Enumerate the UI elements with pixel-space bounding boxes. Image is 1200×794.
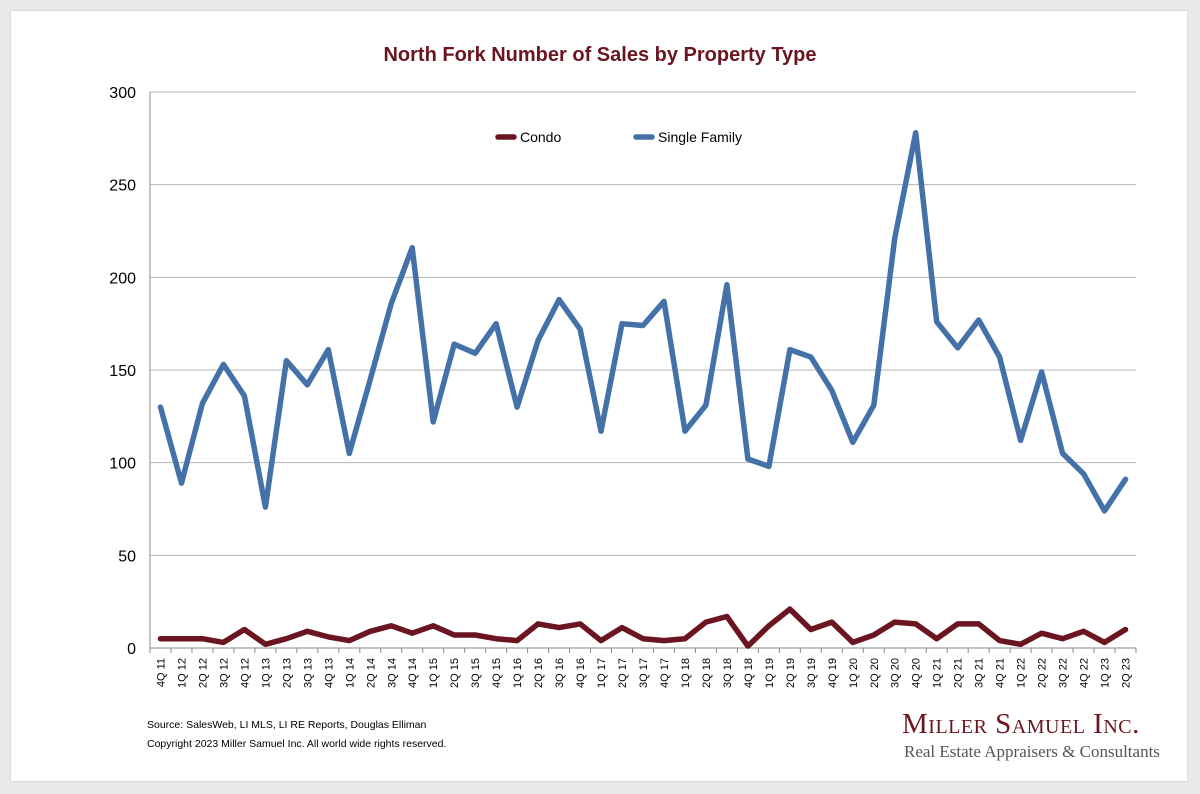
x-tick-label: 2Q 17 [617, 658, 629, 688]
legend-label: Condo [520, 129, 561, 145]
x-tick-label: 4Q 19 [827, 658, 839, 688]
x-tick-label: 3Q 12 [218, 658, 230, 688]
company-logo-tagline: Real Estate Appraisers & Consultants [904, 742, 1160, 761]
x-tick-label: 4Q 12 [239, 658, 251, 688]
x-tick-label: 3Q 16 [554, 658, 566, 688]
series-line-single-family [157, 130, 1129, 514]
series-line-condo [157, 606, 1129, 649]
x-tick-label: 4Q 17 [659, 658, 671, 688]
x-tick-label: 2Q 14 [365, 658, 377, 688]
x-tick-label: 1Q 12 [176, 658, 188, 688]
y-tick-label: 150 [109, 363, 136, 380]
x-tick-label: 3Q 15 [470, 658, 482, 688]
x-tick-label: 2Q 13 [281, 658, 293, 688]
x-tick-label: 1Q 14 [344, 658, 356, 688]
x-tick-label: 1Q 23 [1100, 658, 1112, 688]
x-tick-label: 4Q 11 [155, 658, 167, 687]
x-tick-label: 2Q 16 [533, 658, 545, 688]
x-tick-label: 4Q 14 [407, 658, 419, 688]
y-tick-label: 0 [127, 641, 136, 658]
x-tick-label: 1Q 19 [764, 658, 776, 688]
y-tick-label: 250 [109, 178, 136, 195]
x-tick-label: 2Q 18 [701, 658, 713, 688]
y-tick-label: 300 [109, 85, 136, 102]
x-tick-label: 3Q 19 [806, 658, 818, 688]
chart-title: North Fork Number of Sales by Property T… [383, 44, 817, 66]
legend-label: Single Family [658, 129, 742, 145]
x-tick-label: 3Q 13 [302, 658, 314, 688]
x-tick-label: 2Q 19 [785, 658, 797, 688]
x-tick-label: 1Q 18 [680, 658, 692, 688]
x-tick-label: 4Q 18 [743, 658, 755, 688]
x-tick-label: 1Q 13 [260, 658, 272, 688]
x-tick-label: 3Q 14 [386, 658, 398, 688]
x-tick-label: 2Q 12 [197, 658, 209, 688]
x-tick-label: 1Q 20 [848, 658, 860, 688]
x-tick-label: 2Q 22 [1037, 658, 1049, 688]
x-tick-label: 2Q 20 [869, 658, 881, 688]
y-tick-label: 200 [109, 270, 136, 287]
x-tick-label: 1Q 15 [428, 658, 440, 688]
x-tick-label: 4Q 20 [911, 658, 923, 688]
x-tick-label: 3Q 22 [1058, 658, 1070, 688]
y-axis-ticks: 0 50 100 150 200 250 300 [109, 85, 136, 658]
x-axis-ticks: 4Q 11 1Q 12 2Q 12 3Q 12 4Q 12 1Q 13 2Q 13 3Q 13… [149, 648, 1137, 688]
x-tick-label: 4Q 22 [1079, 658, 1091, 688]
x-tick-label: 2Q 21 [953, 658, 965, 688]
x-tick-label: 2Q 15 [449, 658, 461, 688]
x-tick-label: 4Q 16 [575, 658, 587, 688]
series-lines [157, 130, 1129, 649]
x-tick-label: 3Q 18 [722, 658, 734, 688]
source-text: Source: SalesWeb, LI MLS, LI RE Reports,… [147, 719, 427, 731]
x-tick-label: 4Q 21 [995, 658, 1007, 688]
legend: Condo Single Family [495, 129, 742, 145]
source-note: Source: SalesWeb, LI MLS, LI RE Reports,… [147, 716, 446, 754]
x-tick-label: 3Q 21 [974, 658, 986, 688]
company-logo-name: Miller Samuel Inc. [902, 708, 1140, 740]
x-tick-label: 3Q 20 [890, 658, 902, 688]
x-tick-label: 1Q 21 [932, 658, 944, 688]
copyright-text: Copyright 2023 Miller Samuel Inc. All wo… [147, 738, 447, 750]
gridlines [149, 91, 1136, 649]
x-tick-label: 1Q 17 [596, 658, 608, 688]
y-tick-label: 100 [109, 456, 136, 473]
x-tick-label: 3Q 17 [638, 658, 650, 688]
x-tick-label: 2Q 23 [1121, 658, 1133, 688]
x-tick-label: 4Q 13 [323, 658, 335, 688]
y-tick-label: 50 [118, 548, 136, 565]
x-tick-label: 1Q 22 [1016, 658, 1028, 688]
x-tick-label: 4Q 15 [491, 658, 503, 688]
x-tick-label: 1Q 16 [512, 658, 524, 688]
